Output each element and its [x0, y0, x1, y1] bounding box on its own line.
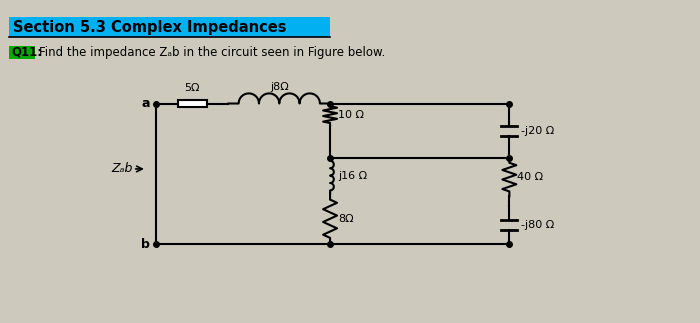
Text: Section 5.3 Complex Impedances: Section 5.3 Complex Impedances	[13, 20, 287, 35]
Text: j8Ω: j8Ω	[270, 82, 288, 92]
Text: a: a	[141, 97, 150, 110]
Text: -j20 Ω: -j20 Ω	[522, 126, 554, 136]
Bar	[9, 17, 330, 37]
Text: Find the impedance Zₐb in the circuit seen in Figure below.: Find the impedance Zₐb in the circuit se…	[39, 46, 386, 59]
Text: -j80 Ω: -j80 Ω	[522, 220, 554, 230]
Text: Zₐb: Zₐb	[111, 162, 132, 175]
Bar	[178, 99, 206, 108]
Bar	[9, 46, 35, 59]
Text: 5Ω: 5Ω	[184, 83, 200, 93]
Text: 10 Ω: 10 Ω	[338, 109, 364, 120]
Text: 40 Ω: 40 Ω	[517, 172, 543, 182]
Text: Q11:: Q11:	[11, 46, 43, 59]
Text: b: b	[141, 238, 150, 251]
Text: j16 Ω: j16 Ω	[338, 171, 368, 181]
Text: 8Ω: 8Ω	[338, 214, 354, 224]
